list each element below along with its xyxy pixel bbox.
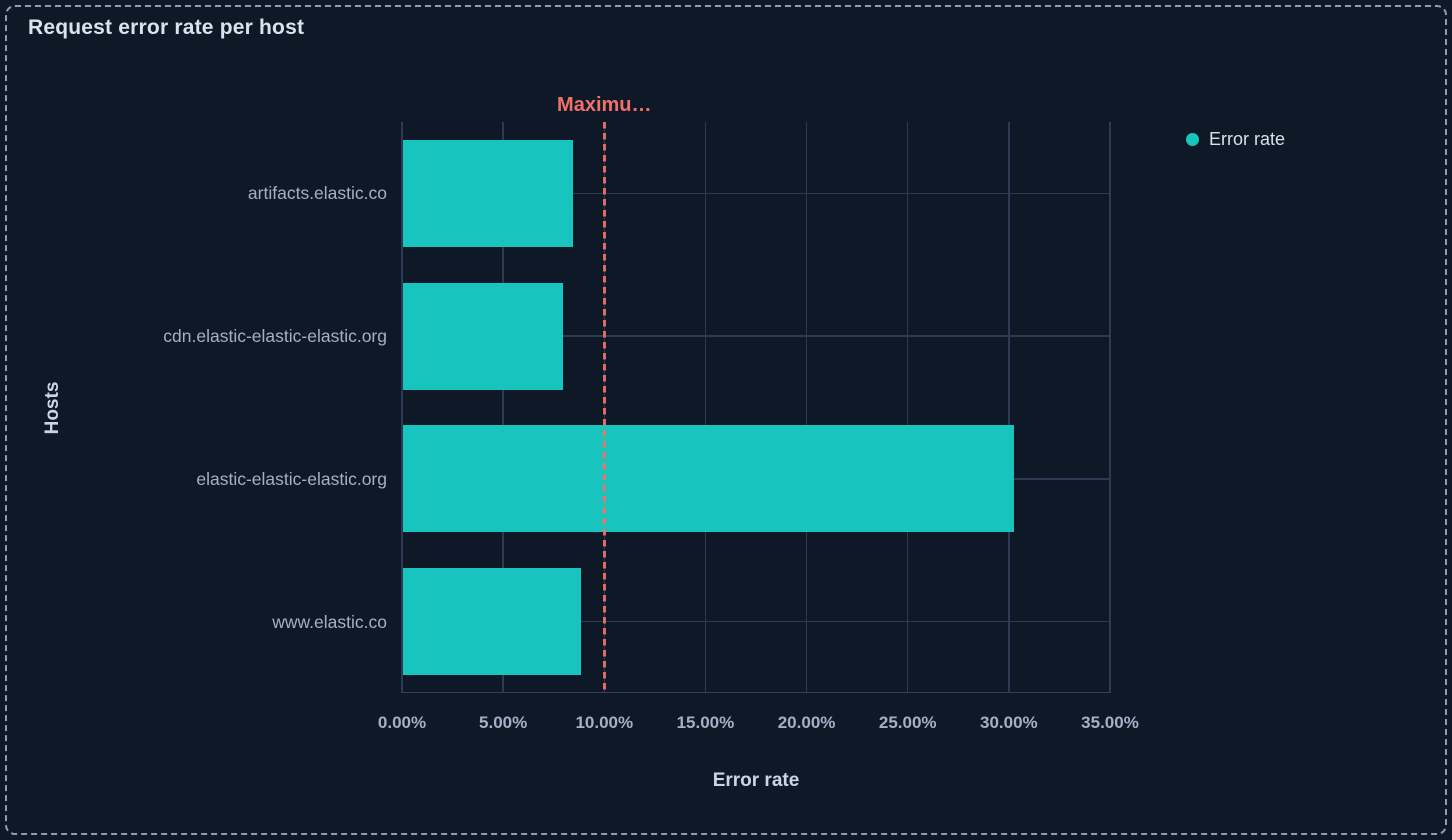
bar[interactable] xyxy=(403,568,581,676)
panel-selection-border[interactable] xyxy=(5,5,1447,835)
vertical-gridline xyxy=(502,122,504,693)
category-label: artifacts.elastic.co xyxy=(247,183,387,204)
horizontal-gridline xyxy=(402,620,1110,623)
plot-area xyxy=(401,122,1111,693)
category-label: www.elastic.co xyxy=(272,611,387,632)
x-tick-label: 20.00% xyxy=(777,713,836,732)
legend[interactable]: Error rate xyxy=(1186,126,1285,152)
bar[interactable] xyxy=(403,282,563,390)
legend-swatch-icon xyxy=(1186,132,1199,146)
y-axis-line xyxy=(401,122,403,693)
x-tick-label: 15.00% xyxy=(676,713,735,732)
threshold-line xyxy=(602,122,606,693)
vertical-gridline xyxy=(704,122,707,693)
x-tick-label: 30.00% xyxy=(980,713,1038,732)
horizontal-gridline xyxy=(402,335,1110,337)
x-tick-label: 10.00% xyxy=(575,713,634,732)
vertical-gridline xyxy=(1008,122,1010,693)
bar[interactable] xyxy=(403,425,1014,533)
category-label: elastic-elastic-elastic.org xyxy=(196,468,387,489)
y-axis-title: Hosts xyxy=(42,381,63,434)
x-tick-label: 0.00% xyxy=(377,713,427,732)
x-tick-label: 25.00% xyxy=(878,713,937,732)
chart-title: Request error rate per host xyxy=(28,16,305,39)
legend-label: Error rate xyxy=(1209,128,1286,149)
vertical-gridline xyxy=(805,122,808,693)
horizontal-gridline xyxy=(402,192,1110,195)
threshold-label: Maximu… xyxy=(557,94,652,116)
x-tick-label: 5.00% xyxy=(479,713,528,732)
x-axis-title: Error rate xyxy=(712,770,800,791)
vertical-gridline xyxy=(1109,122,1111,693)
vertical-gridline xyxy=(906,122,909,693)
category-label: cdn.elastic-elastic-elastic.org xyxy=(163,326,387,347)
x-tick-label: 35.00% xyxy=(1081,713,1139,732)
bar[interactable] xyxy=(403,139,573,247)
x-axis-line xyxy=(402,691,1110,693)
